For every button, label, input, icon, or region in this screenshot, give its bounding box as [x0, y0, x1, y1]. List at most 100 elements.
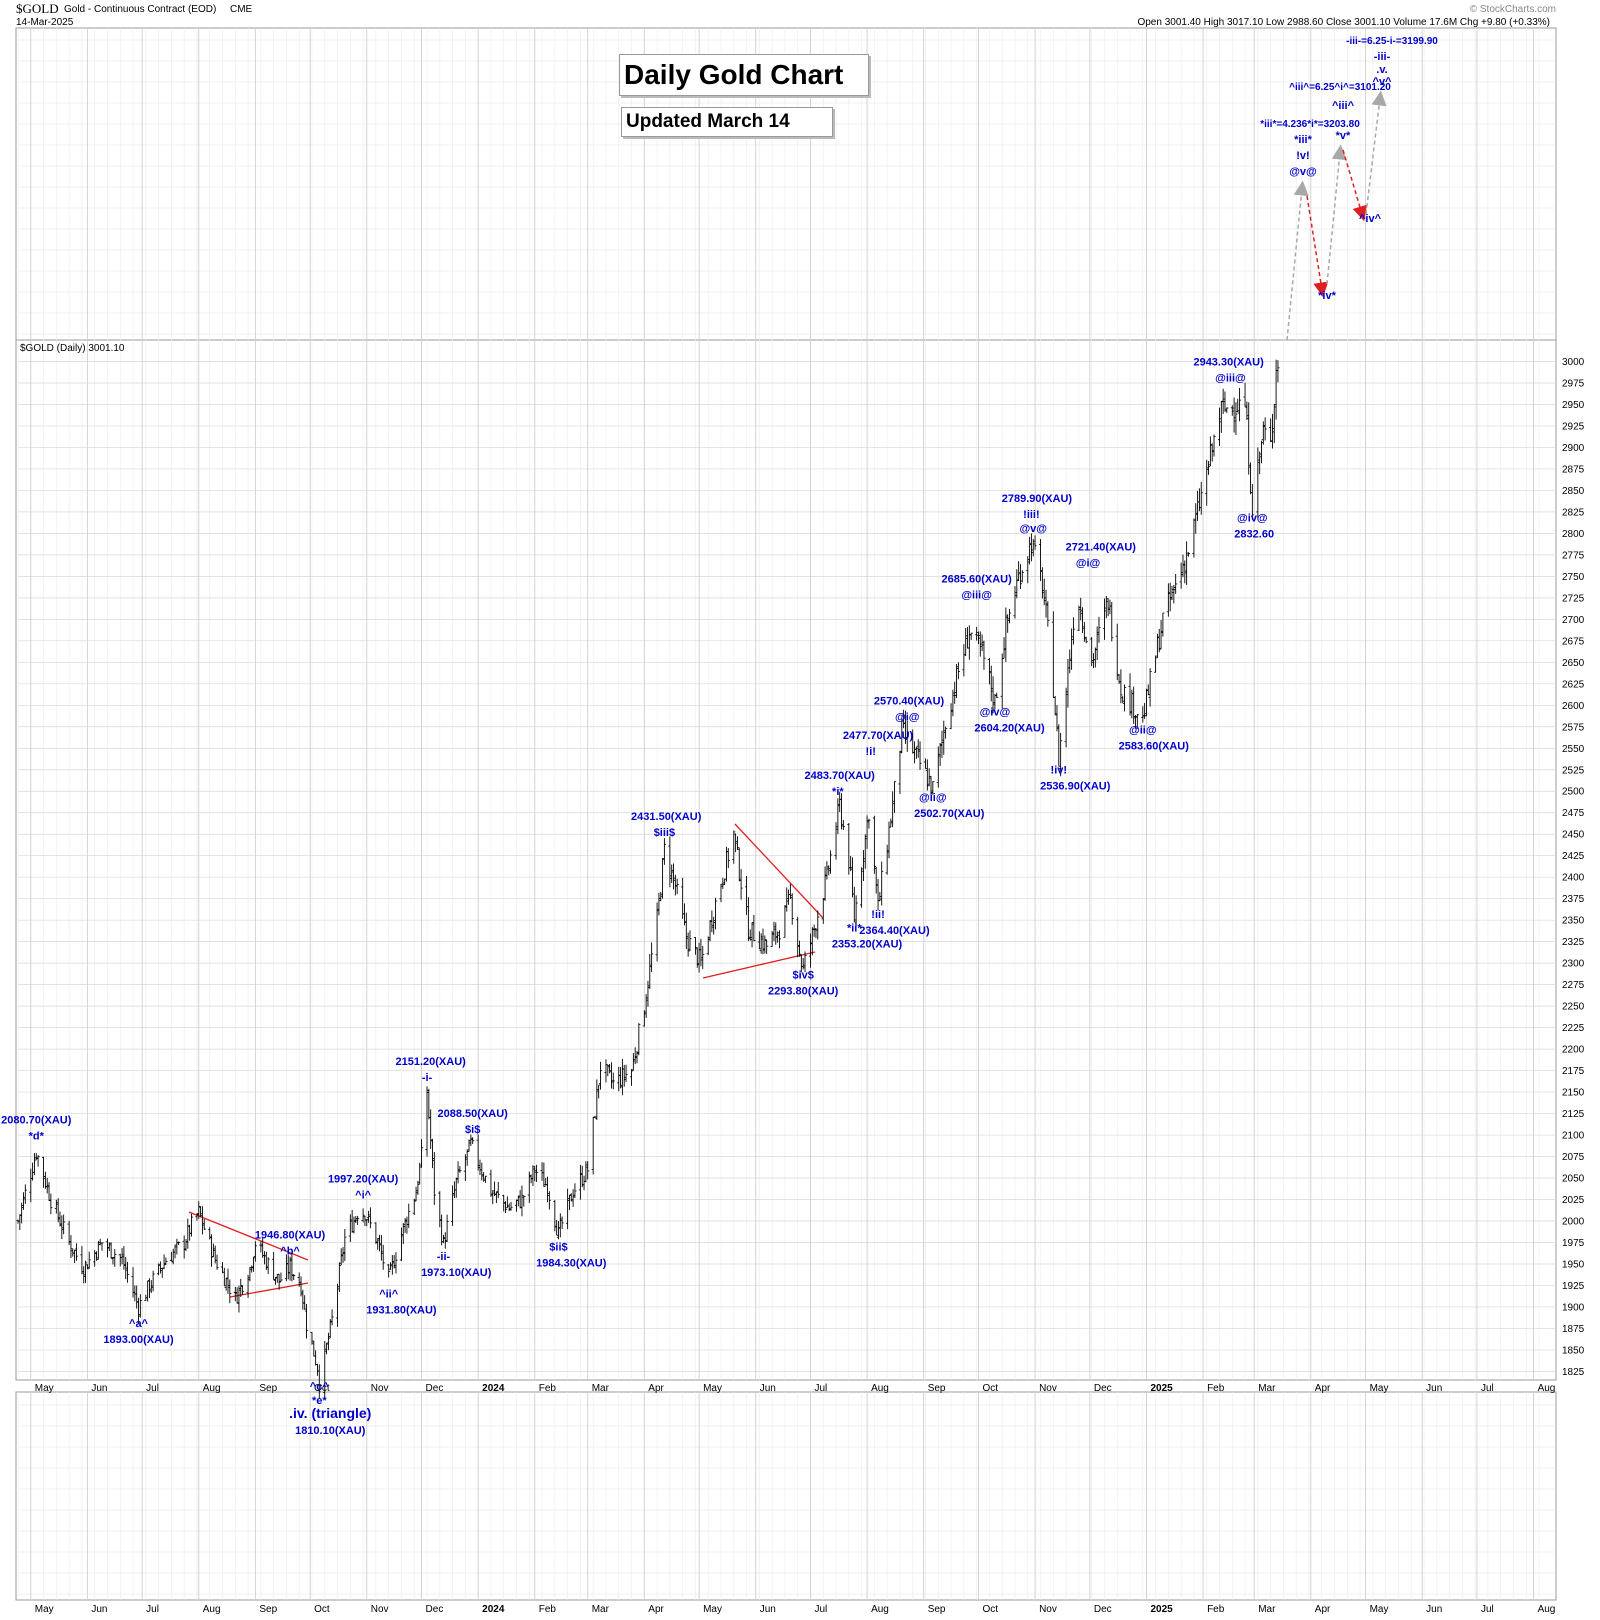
wave-label: $iii$: [654, 827, 675, 839]
x-tick-label: Apr: [1315, 1604, 1331, 1615]
y-tick-label: 2850: [1562, 486, 1585, 497]
ohlc-bars: [16, 359, 1280, 1399]
x-tick-label: Jul: [146, 1383, 159, 1394]
x-tick-label: Nov: [371, 1383, 389, 1394]
y-tick-label: 1875: [1562, 1324, 1585, 1335]
y-tick-label: 2975: [1562, 378, 1585, 389]
projection-label-v-caret: ^v^: [1373, 76, 1393, 88]
wave-label: @ii@: [1129, 724, 1157, 736]
x-tick-label: Jul: [814, 1604, 827, 1615]
y-tick-label: 2025: [1562, 1195, 1585, 1206]
wave-label: 2789.90(XAU): [1002, 493, 1073, 505]
y-tick-label: 2800: [1562, 529, 1585, 540]
y-tick-label: 2250: [1562, 1002, 1585, 1013]
projection-label-caret-iii-target: ^iii^=6.25^i^=3101.20: [1289, 82, 1391, 93]
y-tick-label: 2225: [1562, 1023, 1585, 1034]
y-tick-label: 2500: [1562, 787, 1585, 798]
x-tick-label: Aug: [1538, 1604, 1556, 1615]
x-tick-label: Mar: [592, 1383, 610, 1394]
triangle-1-upper-line: [188, 1211, 309, 1261]
projection-arrow-4-down: [1342, 149, 1368, 222]
y-tick-label: 2475: [1562, 808, 1585, 819]
price-panel-frame: [15, 339, 1557, 1381]
x-tick-label: Jun: [760, 1383, 776, 1394]
triangle-2-lower-line: [702, 951, 816, 979]
x-tick-label: Nov: [371, 1604, 389, 1615]
ohlc-summary: Open 3001.40 High 3017.10 Low 2988.60 Cl…: [1137, 17, 1550, 28]
x-tick-label: Aug: [203, 1604, 221, 1615]
x-tick-label: Jul: [814, 1383, 827, 1394]
y-tick-label: 2825: [1562, 507, 1585, 518]
x-tick-label: Feb: [539, 1383, 557, 1394]
x-tick-label: Feb: [539, 1604, 557, 1615]
wave-label: *d*: [29, 1131, 45, 1143]
y-tick-label: 2200: [1562, 1045, 1585, 1056]
wave-label: 2604.20(XAU): [974, 723, 1045, 735]
chart-subtitle: Updated March 14: [626, 111, 790, 132]
projection-label-iii: -iii-: [1374, 51, 1391, 63]
x-tick-label: Oct: [314, 1383, 330, 1394]
x-tick-label: Mar: [1258, 1383, 1276, 1394]
y-tick-label: 2775: [1562, 550, 1585, 561]
x-tick-label: Sep: [259, 1604, 277, 1615]
x-tick-label: Jun: [1426, 1604, 1442, 1615]
x-tick-label: Sep: [259, 1383, 277, 1394]
x-tick-label: 2025: [1150, 1383, 1173, 1394]
x-tick-label: Dec: [1094, 1604, 1112, 1615]
x-tick-label: Oct: [982, 1383, 998, 1394]
wave-label: 2477.70(XAU): [843, 730, 914, 742]
projection-label-at-v: @v@: [1289, 166, 1317, 178]
wave-label: 2583.60(XAU): [1119, 740, 1190, 752]
y-tick-label: 2950: [1562, 400, 1585, 411]
projection-label-caret-iv: ^iv^: [1359, 213, 1382, 225]
x-tick-label: Aug: [203, 1383, 221, 1394]
wave-label: $i$: [465, 1124, 480, 1136]
wave-label: !iii!: [1023, 509, 1040, 521]
projection-labels: -iii-=6.25-i-=3199.90 -iii- .v. ^v^ ^iii…: [1260, 36, 1438, 302]
y-tick-label: 2675: [1562, 636, 1585, 647]
chart-grid: [17, 28, 1556, 1600]
wave-annotations: 2080.70(XAU) *d* ^a^ 1893.00(XAU) 1946.80(XA…: [1, 357, 1274, 1438]
x-tick-label: Aug: [871, 1604, 889, 1615]
y-tick-label: 2125: [1562, 1109, 1585, 1120]
y-tick-label: 2175: [1562, 1066, 1585, 1077]
wave-label: 2364.40(XAU): [859, 925, 930, 937]
projection-arrow-5-up: [1365, 90, 1387, 215]
triangle-2-upper-line: [734, 823, 824, 919]
wave-label: ^b^: [280, 1246, 300, 1258]
y-tick-label: 2875: [1562, 464, 1585, 475]
wave-label: 2832.60: [1234, 528, 1274, 540]
volume-panel-frame: [15, 1391, 1557, 1601]
y-tick-label: 2575: [1562, 722, 1585, 733]
y-tick-label: 2900: [1562, 443, 1585, 454]
wave-label: @iv@: [1237, 512, 1268, 524]
y-tick-label: 2375: [1562, 894, 1585, 905]
wave-label: 2431.50(XAU): [631, 811, 702, 823]
symbol-label: $GOLD: [16, 1, 59, 16]
x-tick-label: Feb: [1207, 1604, 1225, 1615]
wave-label: .iv. (triangle): [289, 1405, 371, 1421]
wave-label: @i@: [1076, 557, 1101, 569]
projection-label-bang-v: !v!: [1296, 150, 1309, 162]
x-tick-label: Dec: [1094, 1383, 1112, 1394]
wave-label: 2483.70(XAU): [805, 770, 876, 782]
x-tick-label: Feb: [1207, 1383, 1225, 1394]
x-tick-label: Apr: [648, 1383, 664, 1394]
projection-arrow-3-up: [1326, 144, 1347, 285]
chart-subtitle-box: Updated March 14: [621, 107, 833, 137]
x-tick-label: Jul: [1481, 1383, 1494, 1394]
x-tick-label: Jul: [146, 1604, 159, 1615]
x-tick-label: Jun: [91, 1604, 107, 1615]
wave-label: @ii@: [919, 792, 947, 804]
y-tick-label: 2425: [1562, 851, 1585, 862]
wave-label: ^c^: [310, 1381, 330, 1393]
wave-label: 1973.10(XAU): [421, 1267, 492, 1279]
projection-arrow-1-up: [1286, 180, 1309, 341]
y-tick-label: 3000: [1562, 357, 1585, 368]
x-tick-label: May: [1370, 1604, 1389, 1615]
x-tick-label: Jul: [1481, 1604, 1494, 1615]
wave-label: 1997.20(XAU): [328, 1173, 399, 1185]
y-tick-label: 2350: [1562, 916, 1585, 927]
wave-label: $ii$: [549, 1241, 567, 1253]
